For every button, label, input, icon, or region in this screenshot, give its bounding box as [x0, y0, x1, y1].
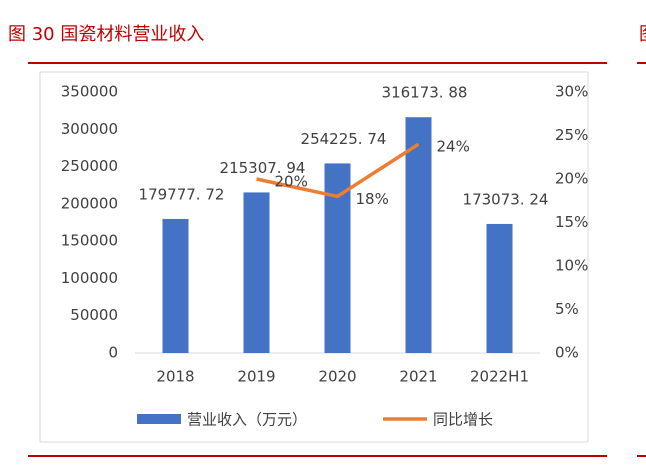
y2-tick-label: 15%	[555, 213, 588, 231]
data-label: 20%	[275, 173, 308, 191]
y-tick-label: 250000	[61, 157, 118, 175]
line	[256, 142, 420, 199]
y-tick-label: 300000	[61, 120, 118, 138]
legend-label: 营业收入（万元）	[187, 411, 307, 429]
x-tick-label: 2022H1	[470, 368, 529, 386]
y2-tick-label: 20%	[555, 170, 588, 188]
data-label: 316173. 88	[382, 84, 468, 102]
figure-caption: 图 30 国瓷材料营业收入	[8, 24, 204, 45]
y2-tick-label: 10%	[555, 257, 588, 275]
data-label: 173073. 24	[463, 190, 549, 208]
next-caption: 图	[639, 24, 646, 45]
y2-tick-label: 5%	[555, 300, 579, 318]
legend-label: 同比增长	[433, 411, 493, 429]
y2-tick-label: 0%	[555, 344, 579, 362]
chart-frame	[39, 71, 589, 443]
bar	[243, 192, 270, 353]
y-tick-label: 350000	[61, 83, 118, 101]
y-tick-label: 200000	[61, 194, 118, 212]
y2-tick-label: 30%	[555, 83, 588, 101]
x-tick-label: 2020	[318, 368, 356, 386]
y-tick-label: 150000	[61, 232, 118, 250]
y-tick-label: 50000	[70, 306, 118, 324]
data-label: 215307. 94	[220, 159, 306, 177]
y-tick-label: 100000	[61, 269, 118, 287]
legend-swatch	[137, 414, 181, 424]
data-label: 254225. 74	[301, 130, 387, 148]
data-label: 179777. 72	[139, 185, 225, 203]
x-tick-label: 2021	[399, 368, 437, 386]
y2-tick-label: 25%	[555, 126, 588, 144]
bar	[162, 218, 189, 353]
x-tick-label: 2019	[237, 368, 275, 386]
data-label: 24%	[437, 138, 470, 156]
y-tick-label: 0	[108, 344, 118, 362]
bar	[486, 223, 513, 353]
bar	[405, 117, 432, 353]
x-tick-label: 2018	[156, 368, 194, 386]
data-label: 18%	[356, 190, 389, 208]
